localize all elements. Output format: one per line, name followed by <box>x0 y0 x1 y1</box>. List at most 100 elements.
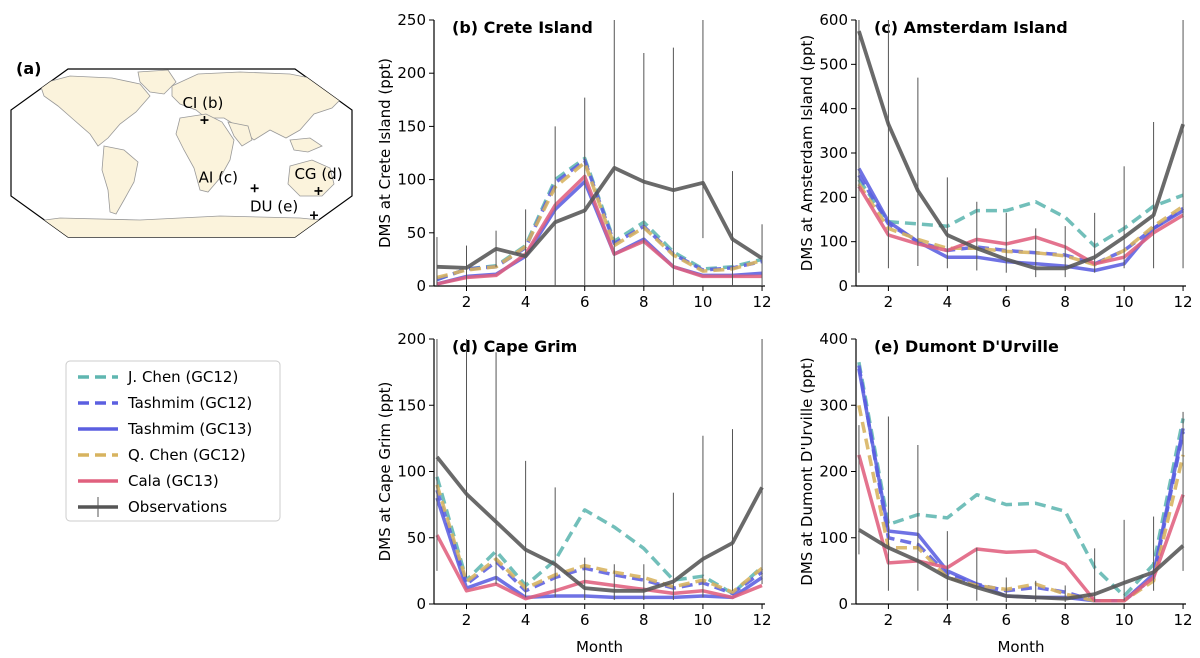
legend-item-observations: Observations <box>78 497 227 517</box>
series-tashmim-gc13 <box>857 368 1185 603</box>
south-america <box>101 145 139 215</box>
data-point <box>732 542 733 543</box>
series-observations <box>857 20 1185 278</box>
data-point <box>702 558 703 559</box>
series-line <box>435 484 764 594</box>
data-point <box>976 248 977 249</box>
x-tick-label: 6 <box>1001 611 1011 629</box>
data-point <box>976 494 977 495</box>
data-point <box>732 591 733 592</box>
data-point <box>858 368 859 369</box>
data-point <box>947 577 948 578</box>
y-tick-label: 300 <box>819 144 848 162</box>
x-tick-label: 12 <box>752 611 771 629</box>
y-tick-label: 0 <box>838 277 848 295</box>
chart-c-amsterdam-island: 0 100 200 300 400 500 600 2 4 6 8 10 12 DMS at Amster… <box>798 11 1193 311</box>
y-tick-label: 100 <box>819 529 848 547</box>
x-tick-label: 12 <box>1174 611 1193 629</box>
legend-label: Q. Chen (GC12) <box>128 446 246 464</box>
data-point <box>614 590 615 591</box>
site-label: DU (e) <box>250 197 298 215</box>
data-point <box>495 521 496 522</box>
plot-area <box>436 20 764 286</box>
data-point <box>466 590 467 591</box>
x-tick-label: 8 <box>639 611 649 629</box>
plot-area <box>857 361 1185 603</box>
series-q-chen-gc12 <box>436 160 763 280</box>
legend-item-tashmim-gc13: Tashmim (GC13) <box>78 420 252 438</box>
data-point <box>858 362 859 363</box>
africa <box>175 113 235 193</box>
y-tick-label: 0 <box>416 277 426 295</box>
y-tick-label: 200 <box>819 188 848 206</box>
site-label: CI (b) <box>182 94 223 112</box>
data-point <box>702 276 703 277</box>
data-point <box>555 564 556 565</box>
series-line <box>436 174 762 286</box>
series-line <box>857 178 1184 248</box>
series-tashmim-gc12 <box>857 365 1185 603</box>
data-point <box>525 549 526 550</box>
x-tick-label: 4 <box>521 611 531 629</box>
antarctica <box>11 215 352 237</box>
series-cala-gc13 <box>435 534 763 601</box>
data-point <box>858 365 859 366</box>
data-point <box>858 405 859 406</box>
legend-label: Cala (GC13) <box>128 472 219 490</box>
series-cala-gc13 <box>857 185 1185 266</box>
chart-title: (d) Cape Grim <box>452 337 577 356</box>
legend-label: Tashmim (GC13) <box>127 420 252 438</box>
data-point <box>888 124 889 125</box>
series-line <box>857 404 1185 603</box>
greenland <box>137 69 177 95</box>
eurasia <box>171 71 345 141</box>
x-tick-label: 8 <box>639 293 649 311</box>
y-tick-label: 300 <box>819 396 848 414</box>
series-tashmim-gc12 <box>435 489 764 596</box>
map-site-cg-d: CG (d) <box>294 165 343 195</box>
map-site-ci-b: CI (b) <box>182 94 223 125</box>
series-observations <box>436 20 764 286</box>
data-point <box>1153 572 1154 573</box>
series-j-chen-gc12 <box>857 178 1184 248</box>
data-point <box>917 560 918 561</box>
y-tick-label: 200 <box>397 64 426 82</box>
series-line <box>857 528 1185 601</box>
y-tick-label: 100 <box>397 171 426 189</box>
y-axis-label: DMS at Crete Island (ppt) <box>376 58 394 248</box>
data-point <box>525 598 526 599</box>
x-tick-label: 10 <box>1115 611 1134 629</box>
north-america <box>39 75 151 147</box>
series-cala-gc13 <box>436 174 762 286</box>
map-site-du-e: DU (e) <box>250 197 318 220</box>
y-axis-label: DMS at Dumont D'Urville (ppt) <box>798 357 816 585</box>
y-tick-label: 100 <box>819 233 848 251</box>
data-point <box>1035 201 1036 202</box>
legend-label: Tashmim (GC12) <box>127 394 252 412</box>
data-point <box>702 182 703 183</box>
map-panel-label: (a) <box>16 59 41 78</box>
series-line <box>435 534 763 601</box>
y-tick-label: 150 <box>397 396 426 414</box>
data-point <box>947 517 948 518</box>
y-tick-label: 0 <box>416 595 426 613</box>
data-point <box>584 509 585 510</box>
data-point <box>917 190 918 191</box>
series-observations <box>857 411 1185 603</box>
series-line <box>857 183 1185 267</box>
data-point <box>643 590 644 591</box>
y-axis-label: DMS at Cape Grim (ppt) <box>376 382 394 562</box>
plot-area <box>857 20 1185 278</box>
data-point <box>436 266 437 267</box>
series-q-chen-gc12 <box>435 484 764 594</box>
x-axis-label: Month <box>576 638 623 656</box>
x-tick-label: 6 <box>580 611 590 629</box>
data-point <box>673 190 674 191</box>
x-tick-label: 2 <box>884 293 894 311</box>
x-tick-label: 4 <box>943 293 953 311</box>
x-tick-label: 12 <box>752 293 771 311</box>
y-tick-label: 500 <box>819 55 848 73</box>
landmasses <box>11 69 352 237</box>
